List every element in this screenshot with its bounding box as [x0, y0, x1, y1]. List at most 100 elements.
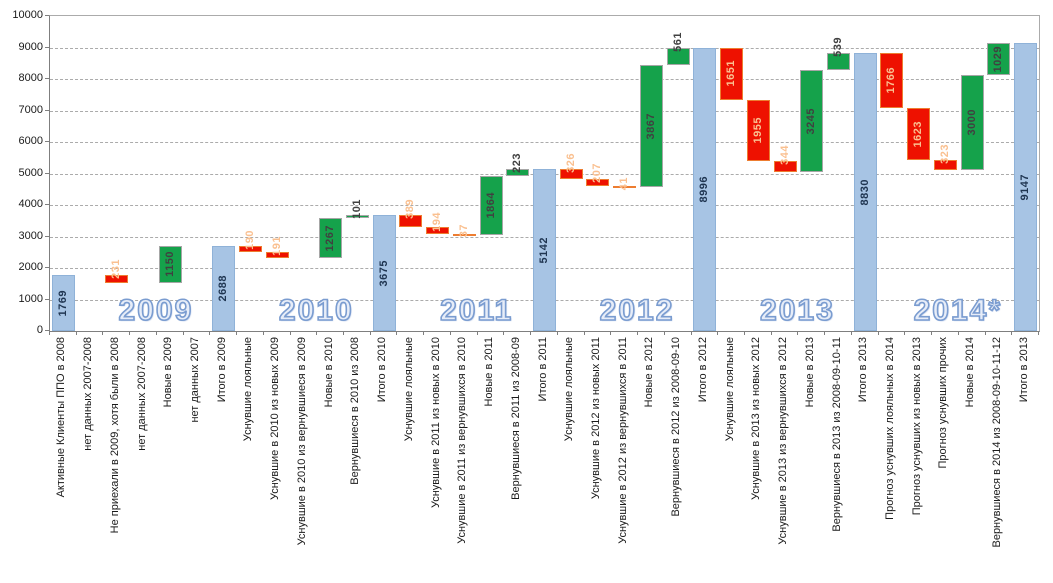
bar-value-label: 3675 — [377, 259, 390, 287]
x-axis-label: Новые в 2013 — [803, 337, 816, 408]
x-axis-label: Уснувшие лояльные — [723, 337, 736, 442]
x-axis-label: Новые в 2009 — [162, 337, 175, 408]
y-axis-tick — [45, 204, 49, 205]
x-axis-tick — [343, 331, 345, 335]
bar-value-label-outside: 41 — [613, 177, 636, 190]
x-axis-tick — [396, 331, 398, 335]
bar-value-label: 41 — [618, 176, 631, 190]
x-axis-tick — [503, 331, 505, 335]
gridline — [50, 47, 1039, 49]
x-axis-tick — [637, 331, 639, 335]
y-axis-label: 8000 — [18, 72, 43, 84]
x-axis-tick — [583, 331, 585, 335]
bar-value-label: 8830 — [858, 178, 871, 206]
bar-decrease: 1651 — [720, 47, 744, 100]
bar-increase — [827, 52, 851, 70]
x-axis-tick — [530, 331, 532, 335]
x-axis-label: Итого в 2010 — [376, 337, 389, 403]
gridline — [50, 142, 1039, 143]
x-axis-label: нет данных 2007-2008 — [135, 337, 148, 451]
bar-value-label: 1267 — [324, 225, 337, 252]
x-axis-tick — [129, 331, 131, 335]
gridline — [50, 79, 1039, 80]
y-axis-label: 1000 — [18, 292, 43, 305]
bar-increase: 1150 — [158, 246, 182, 283]
x-axis-label: Уснувшие в 2012 из новых 2011 — [589, 337, 602, 500]
bar-total: 8830 — [853, 52, 877, 331]
x-axis-tick — [904, 331, 906, 335]
bar-value-label: 3000 — [965, 109, 978, 136]
x-axis-tick — [690, 331, 692, 335]
year-label: 2011 — [439, 293, 514, 328]
x-axis-tick — [743, 331, 745, 335]
bar-increase — [506, 169, 530, 177]
x-axis-tick — [1011, 331, 1013, 335]
bar-value-label: 3867 — [644, 112, 657, 140]
x-axis-tick — [102, 331, 104, 335]
bar-decrease — [452, 233, 476, 236]
y-axis-label: 7000 — [18, 103, 43, 116]
x-axis-label: Уснувшие в 2013 из вернувшихся в 2012 — [777, 337, 790, 545]
x-axis-tick — [289, 331, 291, 335]
bar-value-label: 9147 — [1019, 173, 1032, 201]
bar-total: 5142 — [533, 169, 556, 331]
y-axis-label: 9000 — [18, 40, 43, 53]
x-axis-label: Уснувшие лояльные — [242, 337, 255, 442]
bar-decrease: 1955 — [746, 99, 770, 162]
x-axis-label: Итого в 2011 — [536, 337, 549, 402]
x-axis-tick — [155, 331, 157, 335]
x-axis-label: Новые в 2010 — [322, 337, 335, 408]
x-axis-tick — [797, 331, 799, 335]
bar-increase — [666, 47, 690, 66]
x-axis-label: Прогноз уснувших лояльных в 2014 — [883, 337, 896, 520]
x-axis-label: Уснувшие в 2013 из новых 2012 — [750, 337, 763, 500]
x-axis-label: Уснувшие в 2011 из новых в 2010 — [429, 337, 442, 509]
bar-decrease — [426, 227, 450, 234]
y-axis-tick — [45, 298, 49, 300]
y-axis-label: 0 — [36, 324, 43, 336]
bar-total: 1769 — [51, 275, 75, 331]
x-axis-label: Уснувшие в 2012 из вернувшихся в 2011 — [616, 337, 629, 544]
x-axis-label: Новые в 2012 — [643, 337, 656, 408]
bar-value-label: 1029 — [992, 45, 1005, 73]
x-axis-label: Вернувшиеся в 2010 из 2008 — [349, 337, 362, 485]
bar-value-label: 1955 — [751, 117, 764, 144]
x-axis-label: Уснувшие в 2010 из новых 2009 — [269, 337, 282, 500]
bar-decrease: 1623 — [907, 108, 931, 160]
x-axis-label: Итого в 2012 — [696, 337, 709, 403]
x-axis-label: Вернувшиеся в 2012 из 2008-09-10 — [670, 337, 683, 517]
x-axis-tick — [236, 331, 238, 335]
bar-decrease — [238, 246, 262, 253]
bar-increase: 1029 — [987, 42, 1011, 76]
bar-increase: 1267 — [319, 218, 343, 259]
x-axis-tick — [182, 331, 184, 335]
bar-increase — [345, 215, 369, 219]
bar-value-label: 1651 — [725, 60, 738, 87]
y-axis-label: 3000 — [18, 229, 43, 242]
bar-decrease — [586, 179, 610, 186]
y-axis-label: 5000 — [18, 166, 43, 179]
y-axis-tick — [45, 109, 49, 111]
x-axis-label: нет данных 2007 — [189, 337, 201, 423]
bar-value-label: 1864 — [484, 192, 497, 219]
bar-total: 2688 — [212, 246, 236, 331]
x-axis-label: Итого в 2009 — [215, 337, 228, 403]
x-axis-label: Прогноз уснувших прочих — [937, 337, 950, 469]
x-axis-label: Итого в 2013 — [857, 337, 870, 403]
x-axis-tick — [556, 331, 558, 335]
x-axis-label: Вернувшиеся в 2011 из 2008-09 — [509, 337, 522, 500]
bar-value-label: 1623 — [912, 120, 925, 148]
y-axis-label: 6000 — [18, 135, 43, 147]
bar-decrease — [613, 185, 637, 188]
y-axis-tick — [45, 141, 49, 142]
bar-decrease — [933, 159, 957, 170]
y-axis-label: 2000 — [18, 261, 43, 273]
bar-increase: 3000 — [960, 75, 984, 170]
y-axis-tick — [45, 46, 49, 48]
x-axis-tick — [931, 331, 933, 335]
x-axis-tick — [449, 331, 451, 335]
x-axis-tick — [423, 331, 425, 335]
x-axis-label: нет данных 2007-2008 — [82, 337, 95, 451]
x-axis-tick — [262, 331, 264, 335]
x-axis-label: Прогноз уснувших из новых в 2013 — [910, 337, 923, 516]
